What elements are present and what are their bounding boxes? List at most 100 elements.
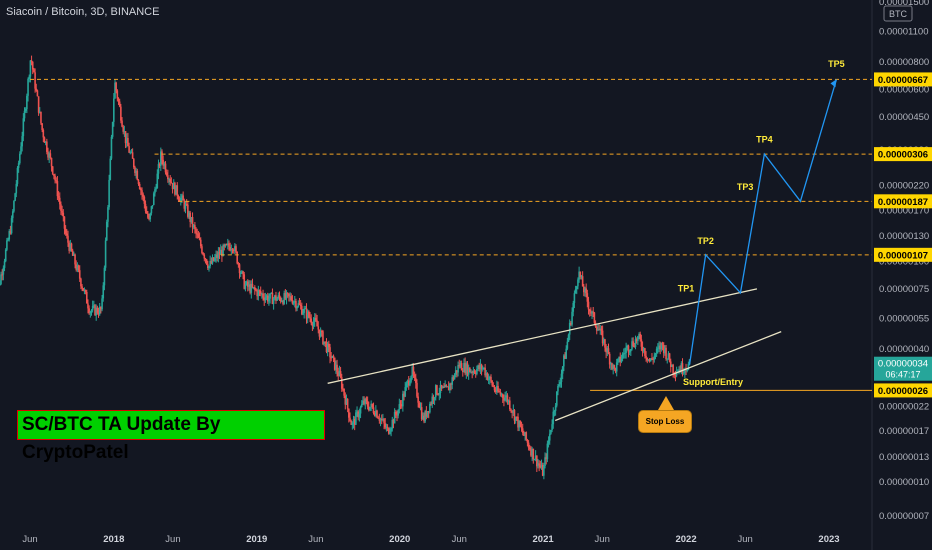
candle-body	[168, 179, 170, 181]
candle-body	[654, 353, 657, 356]
candle-body	[256, 290, 258, 297]
candle-body	[179, 197, 182, 202]
y-tick-label: 0.00000450	[879, 112, 929, 123]
candle-body	[512, 409, 515, 413]
candle-body	[214, 257, 216, 261]
candle-body	[261, 293, 263, 295]
x-tick-label: 2018	[103, 534, 124, 545]
candle-body	[118, 101, 121, 107]
candle-body	[298, 303, 301, 305]
candle-body	[322, 331, 324, 345]
candle-body	[121, 120, 123, 127]
candle-body	[80, 278, 82, 287]
candle-body	[615, 362, 618, 372]
candle-body	[96, 307, 99, 313]
candle-body	[591, 311, 593, 314]
candle-body	[605, 347, 607, 353]
candle-body	[28, 76, 31, 79]
candle-body	[187, 204, 189, 217]
candle-body	[66, 233, 68, 236]
candle-body	[545, 457, 548, 460]
candle-body	[257, 290, 260, 297]
y-tick-label: 0.00000130	[879, 231, 929, 242]
candle-body	[55, 180, 58, 182]
candle-body	[447, 386, 450, 391]
candle-body	[129, 152, 132, 154]
candle-body	[420, 407, 423, 420]
candle-body	[389, 431, 391, 434]
candle-body	[485, 373, 488, 376]
candle-body	[640, 339, 643, 347]
candle-body	[209, 260, 211, 267]
candle-body	[520, 426, 523, 429]
candle-body	[575, 286, 578, 290]
candle-body	[469, 367, 471, 373]
candle-body	[202, 252, 204, 255]
candle-body	[343, 388, 345, 396]
x-tick-label: 2021	[533, 534, 555, 545]
candle-body	[235, 246, 237, 252]
candle-body	[646, 357, 649, 361]
candle-body	[42, 130, 45, 138]
candle-body	[525, 432, 528, 440]
candle-body	[84, 289, 87, 292]
candle-body	[30, 60, 33, 62]
candle-body	[626, 345, 629, 348]
candle-body	[109, 158, 112, 180]
candle-body	[674, 374, 677, 376]
candle-body	[255, 289, 257, 291]
candle-body	[245, 281, 248, 285]
candle-body	[306, 311, 309, 319]
candle-body	[189, 212, 191, 222]
candle-body	[686, 369, 689, 371]
trendline-lower	[554, 331, 782, 422]
candle-body	[288, 293, 290, 297]
candle-body	[243, 274, 246, 289]
candle-body	[366, 401, 369, 407]
candle-body	[427, 411, 430, 413]
candle-body	[223, 245, 226, 247]
candle-body	[124, 131, 127, 144]
candle-body	[356, 411, 358, 413]
candle-body	[329, 347, 331, 358]
candle-body	[241, 271, 243, 274]
candle-body	[102, 285, 105, 299]
candle-body	[440, 384, 443, 389]
candle-body	[487, 378, 490, 380]
candle-body	[547, 440, 550, 444]
candle-body	[570, 322, 572, 325]
candle-body	[23, 110, 26, 119]
candle-body	[682, 372, 685, 374]
candle-body	[184, 204, 187, 209]
candle-body	[110, 136, 113, 159]
candle-body	[490, 376, 492, 381]
candle-body	[145, 211, 148, 214]
candle-body	[483, 367, 485, 369]
candle-body	[234, 246, 236, 252]
candle-body	[13, 200, 15, 212]
candle-body	[617, 359, 619, 363]
candle-body	[486, 373, 489, 380]
y-tick-label: 0.00000800	[879, 57, 929, 68]
candle-body	[134, 167, 136, 173]
candle-body	[296, 306, 298, 309]
candle-body	[285, 292, 288, 299]
candle-body	[480, 364, 483, 370]
candle-body	[266, 295, 269, 302]
candle-body	[136, 170, 139, 180]
candle-body	[7, 239, 9, 241]
candle-body	[624, 352, 626, 354]
candle-body	[405, 383, 408, 388]
candle-body	[622, 353, 625, 355]
candle-body	[568, 322, 571, 335]
candle-body	[433, 397, 436, 400]
candle-body	[666, 358, 669, 360]
candle-body	[372, 407, 375, 413]
candle-body	[250, 283, 253, 293]
current-price-badge	[874, 356, 932, 381]
candle-body	[77, 265, 80, 271]
candle-body	[397, 409, 399, 416]
candle-body	[537, 463, 539, 467]
candle-body	[491, 380, 493, 386]
